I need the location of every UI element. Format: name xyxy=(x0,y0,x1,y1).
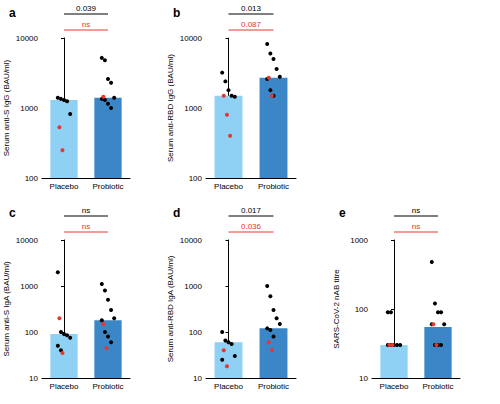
svg-text:Placebo: Placebo xyxy=(214,182,243,191)
svg-text:ns: ns xyxy=(412,206,420,215)
svg-text:0.087: 0.087 xyxy=(241,20,262,29)
svg-text:100: 100 xyxy=(25,174,39,183)
svg-text:1000: 1000 xyxy=(20,104,38,113)
svg-text:Serum anti-S IgG (BAU/ml): Serum anti-S IgG (BAU/ml) xyxy=(2,59,11,156)
svg-text:1000: 1000 xyxy=(184,104,202,113)
svg-text:10000: 10000 xyxy=(180,34,203,43)
svg-text:Probiotic: Probiotic xyxy=(258,382,289,391)
svg-text:Placebo: Placebo xyxy=(50,182,79,191)
svg-text:d: d xyxy=(173,206,180,220)
svg-text:SARS-CoV-2 nAB titre: SARS-CoV-2 nAB titre xyxy=(332,269,341,349)
svg-text:1000: 1000 xyxy=(350,236,368,245)
svg-text:100: 100 xyxy=(355,305,369,314)
svg-text:Probiotic: Probiotic xyxy=(258,182,289,191)
svg-text:ns: ns xyxy=(82,206,90,215)
svg-text:10000: 10000 xyxy=(16,236,39,245)
svg-text:100: 100 xyxy=(25,328,39,337)
svg-text:Serum anti-RBD IgG (BAU/ml): Serum anti-RBD IgG (BAU/ml) xyxy=(166,54,175,162)
svg-text:a: a xyxy=(9,6,16,20)
svg-text:100: 100 xyxy=(189,328,203,337)
svg-text:b: b xyxy=(173,6,180,20)
svg-text:e: e xyxy=(339,206,346,220)
svg-text:ns: ns xyxy=(82,20,90,29)
svg-text:1000: 1000 xyxy=(184,282,202,291)
svg-text:0.039: 0.039 xyxy=(76,4,97,13)
svg-text:Placebo: Placebo xyxy=(50,382,79,391)
svg-text:c: c xyxy=(9,206,16,220)
svg-text:Placebo: Placebo xyxy=(380,382,409,391)
svg-text:0.017: 0.017 xyxy=(241,206,262,215)
svg-text:10000: 10000 xyxy=(16,34,39,43)
svg-text:1000: 1000 xyxy=(20,282,38,291)
svg-text:0.036: 0.036 xyxy=(241,222,262,231)
svg-text:10: 10 xyxy=(29,374,38,383)
svg-text:Serum anti-S IgA (BAU/ml): Serum anti-S IgA (BAU/ml) xyxy=(2,261,11,356)
svg-text:Probiotic: Probiotic xyxy=(422,382,453,391)
svg-text:Probiotic: Probiotic xyxy=(92,182,123,191)
svg-text:0.013: 0.013 xyxy=(241,4,262,13)
svg-text:100: 100 xyxy=(189,174,203,183)
svg-text:ns: ns xyxy=(412,222,420,231)
svg-text:10000: 10000 xyxy=(180,236,203,245)
svg-text:10: 10 xyxy=(193,374,202,383)
svg-text:Placebo: Placebo xyxy=(214,382,243,391)
svg-text:Serum anti-RBD IgA (BAU/ml): Serum anti-RBD IgA (BAU/ml) xyxy=(166,255,175,362)
svg-text:10: 10 xyxy=(359,374,368,383)
svg-text:Probiotic: Probiotic xyxy=(92,382,123,391)
svg-text:ns: ns xyxy=(82,222,90,231)
